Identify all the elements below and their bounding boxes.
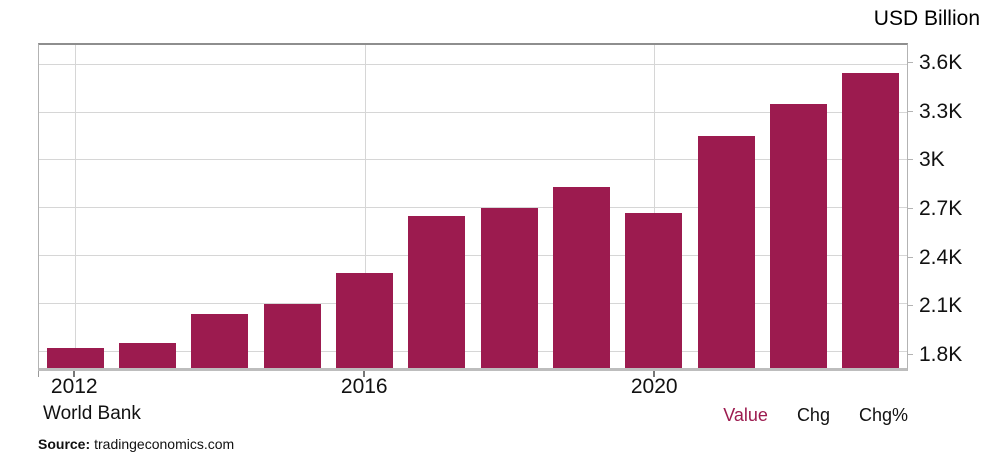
legend-item-chg-pct[interactable]: Chg%	[858, 405, 908, 425]
h-gridline-1.8K	[39, 351, 907, 353]
plot-area	[38, 43, 908, 371]
v-gridline-2012	[75, 45, 77, 368]
y-tick-label-3.3K: 3.3K	[919, 99, 963, 123]
legend: Value Chg Chg%	[723, 405, 908, 426]
bar-cell-2018	[473, 45, 545, 368]
y-tick-mark-3K	[908, 159, 913, 161]
y-tick-mark-2.4K	[908, 256, 913, 258]
y-tick-label-3.6K: 3.6K	[919, 50, 963, 74]
x-tick-mark-2020	[653, 371, 656, 377]
h-gridline-2.1K	[39, 303, 907, 305]
bar-cell-2017	[401, 45, 473, 368]
legend-item-value[interactable]: Value	[723, 405, 768, 425]
bar-2016[interactable]	[335, 273, 394, 368]
bar-2023[interactable]	[842, 72, 900, 368]
v-gridline-2020	[653, 45, 655, 368]
bar-2012[interactable]	[46, 347, 104, 368]
v-gridline-2016	[364, 45, 366, 368]
y-tick-mark-3.3K	[908, 110, 913, 112]
bar-cell-2012	[39, 45, 111, 368]
bar-cell-2020	[618, 45, 690, 368]
bar-2020[interactable]	[625, 212, 683, 368]
y-tick-mark-2.7K	[908, 207, 913, 209]
bar-cell-2021	[690, 45, 762, 368]
bar-cell-2016	[328, 45, 400, 368]
axis-corner-tick	[38, 371, 39, 377]
x-tick-label-2012: 2012	[50, 375, 98, 398]
x-axis: 2012 2016 2020	[38, 371, 908, 400]
y-tick-label-2.1K: 2.1K	[919, 294, 963, 318]
bars-layer	[39, 45, 907, 368]
h-gridline-3.3K	[39, 111, 907, 113]
source-link[interactable]: tradingeconomics.com	[94, 436, 235, 452]
provider-label: World Bank	[43, 403, 141, 424]
x-tick-label-2020: 2020	[630, 375, 678, 398]
bar-cell-2015	[256, 45, 328, 368]
bar-cell-2023	[835, 45, 907, 368]
bar-2022[interactable]	[769, 104, 827, 368]
h-gridline-2.4K	[39, 255, 907, 257]
y-tick-mark-2.1K	[908, 305, 913, 307]
v-gridlines-layer	[39, 45, 907, 368]
y-axis: 1.8K 2.1K 2.4K 2.7K 3K 3.3K 3.6K	[908, 43, 1000, 371]
bar-cell-2019	[545, 45, 617, 368]
source-label: Source:	[38, 436, 91, 452]
x-tick-mark-2016	[363, 371, 366, 377]
y-axis-unit-label: USD Billion	[873, 7, 980, 30]
h-gridline-3K	[39, 159, 907, 161]
bar-2019[interactable]	[552, 186, 611, 368]
bar-cell-2014	[184, 45, 256, 368]
y-tick-label-2.7K: 2.7K	[919, 196, 963, 220]
bar-2014[interactable]	[191, 313, 249, 368]
bar-2013[interactable]	[118, 342, 177, 368]
y-tick-label-1.8K: 1.8K	[919, 342, 963, 366]
x-tick-label-2016: 2016	[340, 375, 388, 398]
h-gridline-2.7K	[39, 207, 907, 209]
y-tick-mark-3.6K	[908, 61, 913, 63]
bar-2018[interactable]	[480, 207, 538, 368]
y-tick-mark-1.8K	[908, 353, 913, 355]
source-line: Source: tradingeconomics.com	[38, 436, 234, 452]
y-tick-label-2.4K: 2.4K	[919, 245, 963, 269]
h-gridline-3.6K	[39, 63, 907, 65]
bar-2017[interactable]	[408, 216, 466, 368]
y-tick-label-3K: 3K	[919, 148, 945, 172]
h-gridlines-layer	[39, 45, 907, 368]
legend-item-chg[interactable]: Chg	[796, 405, 830, 425]
x-tick-mark-2012	[73, 371, 76, 377]
bar-2015[interactable]	[263, 303, 321, 368]
bar-cell-2022	[762, 45, 834, 368]
bar-cell-2013	[111, 45, 183, 368]
bar-2021[interactable]	[697, 136, 755, 368]
